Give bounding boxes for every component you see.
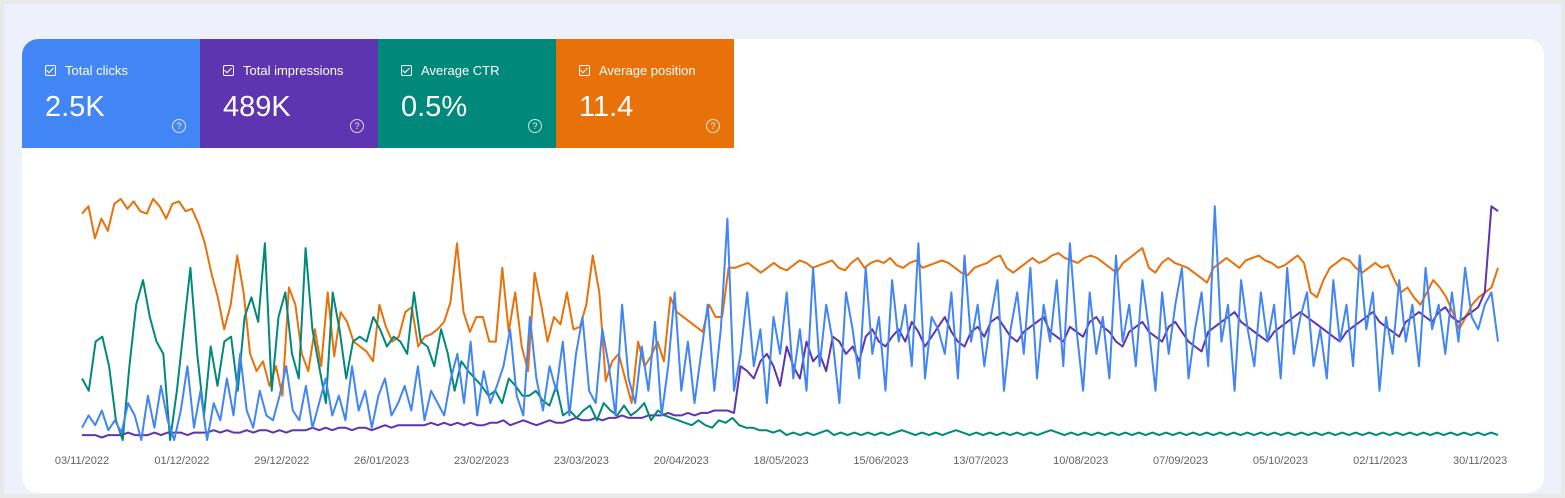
x-tick-label: 20/04/2023 bbox=[654, 455, 709, 467]
metric-value: 2.5K bbox=[45, 91, 105, 123]
series-line-total-clicks bbox=[81, 205, 1499, 441]
checkbox-checked-icon[interactable] bbox=[223, 65, 234, 76]
checkbox-checked-icon[interactable] bbox=[579, 65, 590, 76]
x-tick-label: 13/07/2023 bbox=[953, 455, 1008, 467]
series-line-total-impressions bbox=[82, 205, 1499, 439]
x-tick-label: 15/06/2023 bbox=[853, 455, 908, 467]
metric-tiles: Total clicks 2.5K ? Total impressions 48… bbox=[22, 39, 734, 148]
x-tick-label: 18/05/2023 bbox=[754, 455, 809, 467]
help-circle-icon[interactable]: ? bbox=[350, 119, 364, 133]
series-line-average-ctr bbox=[81, 242, 1499, 441]
x-tick-label: 30/11/2023 bbox=[1453, 455, 1507, 467]
series-line-average-position bbox=[81, 197, 1499, 405]
x-tick-label: 01/12/2022 bbox=[154, 455, 209, 467]
metric-label: Total clicks bbox=[65, 63, 128, 78]
x-tick-label: 02/11/2023 bbox=[1353, 455, 1407, 467]
metric-label: Average CTR bbox=[421, 63, 500, 78]
metric-tile-total-clicks[interactable]: Total clicks 2.5K ? bbox=[22, 39, 200, 148]
metric-value: 0.5% bbox=[401, 91, 468, 123]
x-tick-label: 23/03/2023 bbox=[554, 455, 609, 467]
metric-label: Average position bbox=[599, 63, 696, 78]
page-background: Total clicks 2.5K ? Total impressions 48… bbox=[4, 4, 1561, 494]
x-tick-label: 23/02/2023 bbox=[454, 455, 509, 467]
x-tick-label: 07/09/2023 bbox=[1153, 455, 1208, 467]
x-tick-label: 03/11/2022 bbox=[55, 455, 109, 467]
performance-card: Total clicks 2.5K ? Total impressions 48… bbox=[22, 39, 1544, 493]
help-circle-icon[interactable]: ? bbox=[706, 119, 720, 133]
metric-value: 489K bbox=[223, 91, 291, 123]
metric-tile-average-position[interactable]: Average position 11.4 ? bbox=[556, 39, 734, 148]
help-circle-icon[interactable]: ? bbox=[172, 119, 186, 133]
metric-tile-total-impressions[interactable]: Total impressions 489K ? bbox=[200, 39, 378, 148]
performance-line-chart[interactable]: 03/11/2022 01/12/2022 29/12/2022 26/01/2023… bbox=[22, 39, 1544, 493]
x-tick-label: 29/12/2022 bbox=[254, 455, 309, 467]
metric-value: 11.4 bbox=[579, 91, 634, 123]
x-tick-label: 10/08/2023 bbox=[1053, 455, 1108, 467]
checkbox-checked-icon[interactable] bbox=[45, 65, 56, 76]
x-tick-label: 26/01/2023 bbox=[354, 455, 409, 467]
metric-label: Total impressions bbox=[243, 63, 344, 78]
help-circle-icon[interactable]: ? bbox=[528, 119, 542, 133]
x-tick-label: 05/10/2023 bbox=[1253, 455, 1308, 467]
checkbox-checked-icon[interactable] bbox=[401, 65, 412, 76]
metric-tile-average-ctr[interactable]: Average CTR 0.5% ? bbox=[378, 39, 556, 148]
